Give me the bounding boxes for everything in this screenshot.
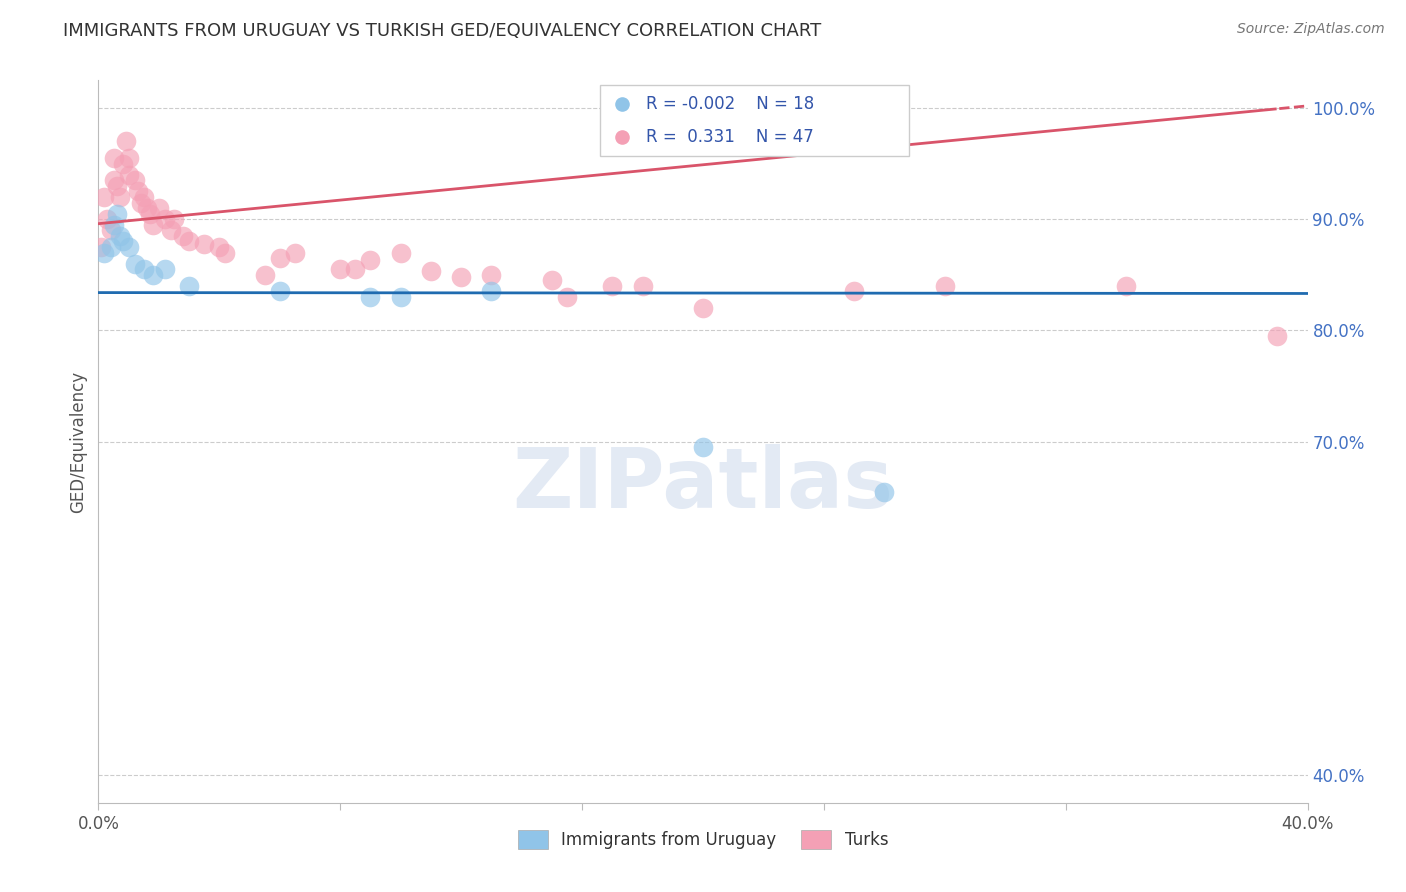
- Point: [179, 279, 201, 293]
- Point: [934, 279, 956, 293]
- Point: [193, 236, 215, 251]
- Point: [132, 262, 155, 277]
- Point: [108, 228, 131, 243]
- Point: [389, 245, 412, 260]
- Point: [132, 190, 155, 204]
- Point: [124, 173, 146, 187]
- Point: [172, 228, 194, 243]
- FancyBboxPatch shape: [600, 86, 908, 156]
- Text: R = -0.002    N = 18: R = -0.002 N = 18: [647, 95, 814, 113]
- Point: [692, 440, 714, 454]
- Text: ZIPatlas: ZIPatlas: [513, 444, 893, 525]
- Point: [873, 484, 896, 499]
- Point: [108, 190, 131, 204]
- Point: [1396, 188, 1406, 202]
- Point: [163, 212, 186, 227]
- Point: [103, 218, 125, 232]
- Point: [111, 235, 134, 249]
- Point: [329, 262, 352, 277]
- Point: [269, 251, 291, 265]
- Point: [129, 195, 152, 210]
- Point: [139, 207, 162, 221]
- Point: [103, 151, 125, 165]
- Legend: Immigrants from Uruguay, Turks: Immigrants from Uruguay, Turks: [512, 823, 894, 856]
- Point: [93, 190, 115, 204]
- Point: [148, 201, 170, 215]
- Point: [844, 285, 866, 299]
- Text: IMMIGRANTS FROM URUGUAY VS TURKISH GED/EQUIVALENCY CORRELATION CHART: IMMIGRANTS FROM URUGUAY VS TURKISH GED/E…: [63, 22, 821, 40]
- Point: [142, 218, 165, 232]
- Text: R =  0.331    N = 47: R = 0.331 N = 47: [647, 128, 814, 146]
- Point: [214, 245, 236, 260]
- Point: [1267, 329, 1289, 343]
- Point: [389, 290, 412, 304]
- Point: [420, 264, 443, 278]
- Point: [631, 279, 654, 293]
- Point: [153, 262, 176, 277]
- Point: [360, 290, 382, 304]
- Point: [111, 156, 134, 170]
- Point: [481, 268, 503, 282]
- Point: [1396, 138, 1406, 153]
- Point: [253, 268, 276, 282]
- Point: [103, 173, 125, 187]
- Point: [284, 245, 307, 260]
- Point: [135, 201, 157, 215]
- Y-axis label: GED/Equivalency: GED/Equivalency: [69, 370, 87, 513]
- Point: [105, 178, 128, 193]
- Point: [90, 240, 112, 254]
- Point: [208, 240, 231, 254]
- Point: [118, 240, 141, 254]
- Point: [692, 301, 714, 315]
- Point: [118, 168, 141, 182]
- Point: [450, 270, 472, 285]
- Point: [114, 135, 136, 149]
- Point: [602, 279, 624, 293]
- Point: [124, 257, 146, 271]
- Point: [1115, 279, 1137, 293]
- Point: [96, 212, 118, 227]
- Point: [481, 285, 503, 299]
- Point: [93, 245, 115, 260]
- Point: [153, 212, 176, 227]
- Point: [360, 253, 382, 268]
- Point: [118, 151, 141, 165]
- Point: [179, 235, 201, 249]
- Point: [100, 240, 122, 254]
- Text: Source: ZipAtlas.com: Source: ZipAtlas.com: [1237, 22, 1385, 37]
- Point: [105, 207, 128, 221]
- Point: [127, 185, 149, 199]
- Point: [269, 285, 291, 299]
- Point: [142, 268, 165, 282]
- Point: [555, 290, 578, 304]
- Point: [344, 262, 367, 277]
- Point: [160, 223, 183, 237]
- Point: [100, 223, 122, 237]
- Point: [540, 273, 562, 287]
